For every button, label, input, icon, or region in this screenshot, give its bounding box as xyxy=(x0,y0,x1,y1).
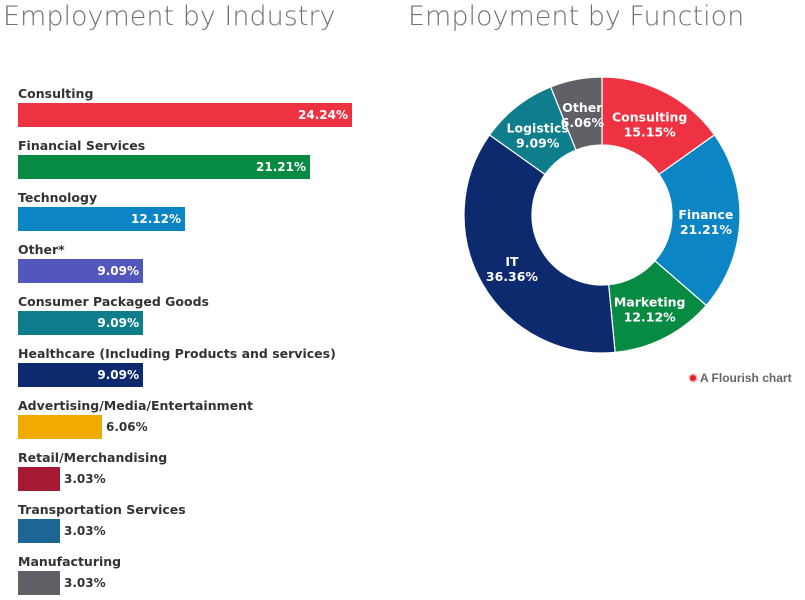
function-chart-title: Employment by Function xyxy=(408,1,745,32)
bar-row[interactable]: Other* 9.09% xyxy=(18,240,408,292)
bar-value-label: 9.09% xyxy=(97,368,139,382)
donut-slice-category: IT xyxy=(505,254,519,269)
donut-slice-label: Logistics 9.09% xyxy=(507,120,569,150)
bar[interactable] xyxy=(18,467,60,491)
bar[interactable] xyxy=(18,155,310,179)
bar-value-label: 3.03% xyxy=(64,576,106,590)
bar-row[interactable]: Financial Services 21.21% xyxy=(18,136,408,188)
donut-slice-value: 21.21% xyxy=(680,222,733,237)
bar-category-label: Manufacturing xyxy=(18,554,122,569)
bar-category-label: Technology xyxy=(18,190,98,205)
donut-slice-value: 15.15% xyxy=(624,125,677,140)
bar-row[interactable]: Transportation Services 3.03% xyxy=(18,500,408,552)
flourish-credit-text: A Flourish chart xyxy=(700,371,792,385)
bar-value-label: 9.09% xyxy=(97,264,139,278)
donut-slice-category: Finance xyxy=(678,207,733,222)
bar-value-label: 6.06% xyxy=(106,420,148,434)
donut-slice-label: Other 6.06% xyxy=(561,100,605,130)
donut-slice-category: Marketing xyxy=(614,294,686,309)
bar-row[interactable]: Advertising/Media/Entertainment 6.06% xyxy=(18,396,408,448)
bar-category-label: Healthcare (Including Products and servi… xyxy=(18,346,336,361)
bar[interactable] xyxy=(18,519,60,543)
donut-slice[interactable] xyxy=(654,134,741,307)
bar-value-label: 21.21% xyxy=(256,160,306,174)
bar[interactable] xyxy=(18,259,143,283)
flourish-credit-link[interactable]: A Flourish chart xyxy=(690,371,792,385)
bar-row[interactable]: Consumer Packaged Goods 9.09% xyxy=(18,292,408,344)
bar-value-label: 24.24% xyxy=(298,108,348,122)
bar-value-label: 3.03% xyxy=(64,472,106,486)
bar-value-label: 12.12% xyxy=(131,212,181,226)
bar[interactable] xyxy=(18,571,60,595)
bar[interactable] xyxy=(18,311,143,335)
bar-category-label: Financial Services xyxy=(18,138,146,153)
bar-row[interactable]: Manufacturing 3.03% xyxy=(18,552,408,600)
bar[interactable] xyxy=(18,207,185,231)
donut-slice-label: Marketing 12.12% xyxy=(614,294,686,324)
bar-value-label: 3.03% xyxy=(64,524,106,538)
donut-slice-value: 9.09% xyxy=(516,135,560,150)
bar[interactable] xyxy=(18,363,143,387)
donut-slice-value: 6.06% xyxy=(561,115,605,130)
bar-category-label: Retail/Merchandising xyxy=(18,450,168,465)
donut-slice-category: Other xyxy=(562,100,603,115)
bar-category-label: Other* xyxy=(18,242,65,257)
bar-row[interactable]: Technology 12.12% xyxy=(18,188,408,240)
function-donut-chart: Consulting 15.15% Finance 21.21% Marketing 12… xyxy=(463,76,741,354)
bar[interactable] xyxy=(18,103,352,127)
bar-row[interactable]: Retail/Merchandising 3.03% xyxy=(18,448,408,500)
industry-bar-chart: Consulting 24.24% Financial Services 21.21%… xyxy=(18,84,408,600)
donut-slice-label: IT 36.36% xyxy=(486,254,539,284)
donut-slice-value: 12.12% xyxy=(624,309,677,324)
bar-category-label: Transportation Services xyxy=(18,502,186,517)
bar-value-label: 9.09% xyxy=(97,316,139,330)
donut-slice-label: Finance 21.21% xyxy=(678,207,733,237)
bar-category-label: Advertising/Media/Entertainment xyxy=(18,398,253,413)
donut-slice[interactable] xyxy=(463,134,616,354)
bar[interactable] xyxy=(18,415,102,439)
donut-slice-label: Consulting 15.15% xyxy=(612,110,687,140)
donut-slice[interactable] xyxy=(549,76,603,151)
bar-category-label: Consumer Packaged Goods xyxy=(18,294,209,309)
bar-row[interactable]: Healthcare (Including Products and servi… xyxy=(18,344,408,396)
industry-chart-title: Employment by Industry xyxy=(3,1,336,32)
donut-slice-category: Logistics xyxy=(507,120,569,135)
flourish-logo-icon xyxy=(690,375,696,381)
donut-slice-value: 36.36% xyxy=(486,269,539,284)
bar-category-label: Consulting xyxy=(18,86,94,101)
bar-row[interactable]: Consulting 24.24% xyxy=(18,84,408,136)
donut-slice-category: Consulting xyxy=(612,110,687,125)
